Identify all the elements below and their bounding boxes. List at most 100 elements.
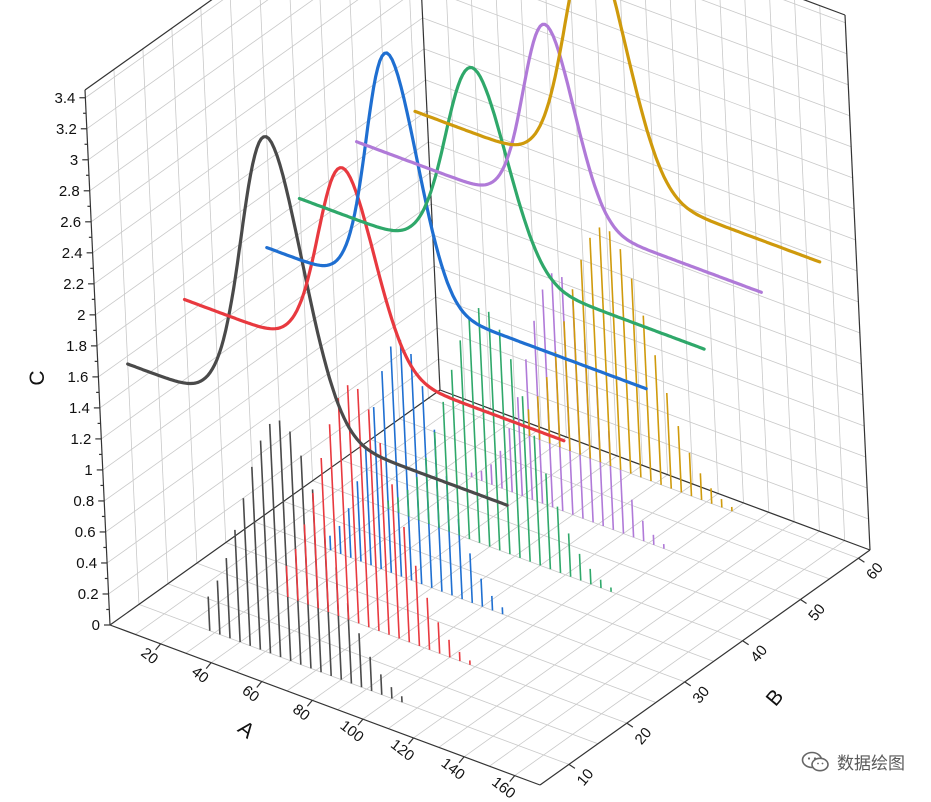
curve-series-2: [182, 166, 566, 443]
back-wall-grid-line: [431, 203, 862, 365]
a-axis-tick-label: 80: [289, 701, 313, 725]
back-wall-grid-line: [819, 5, 846, 541]
c-axis-tick-label: 0.4: [76, 555, 97, 572]
curve-series-4: [297, 65, 706, 351]
axis-frame-line: [539, 549, 871, 786]
stem-series-6: [571, 289, 581, 455]
a-axis-title: A: [233, 717, 258, 744]
c-axis-tick-label: 2.6: [60, 214, 81, 231]
stem-series-4: [477, 308, 491, 547]
floor-grid-line: [167, 583, 599, 745]
left-wall-grid-line: [103, 265, 435, 502]
stem-series-4: [589, 568, 592, 585]
stem-series-2: [367, 409, 380, 631]
floor-grid-line: [196, 562, 627, 724]
axis-frame-line: [84, 89, 111, 626]
stem-series-6: [688, 452, 693, 497]
a-axis-tick: [509, 775, 516, 782]
floor-grid-line: [438, 512, 770, 748]
stem-series-5: [499, 450, 503, 489]
floor-grid-line: [370, 439, 801, 600]
floor-grid-line: [312, 480, 743, 642]
stem-series-6: [527, 409, 531, 436]
b-axis-tick: [568, 763, 576, 769]
stem-series-6: [710, 488, 713, 504]
stem-series-1: [268, 423, 282, 658]
stem-series-4: [468, 318, 481, 543]
back-wall-grid-line: [434, 265, 865, 427]
curve-series-3: [265, 51, 648, 391]
a-axis-tick-label: 120: [387, 736, 417, 765]
left-wall-grid-line: [86, 0, 269, 130]
b-axis-tick: [858, 557, 865, 563]
a-axis-tick-label: 100: [337, 717, 367, 746]
left-wall-grid-line: [259, 0, 285, 502]
stem-series-2: [403, 526, 411, 643]
stem-series-4: [487, 311, 501, 551]
stem-series-4: [533, 435, 542, 566]
c-axis-tick-label: 2: [77, 307, 85, 324]
stem-series-2: [379, 443, 390, 635]
b-axis-tick-label: 10: [574, 766, 598, 790]
c-axis-tick-label: 2.2: [63, 276, 84, 293]
back-wall-grid-line: [719, 0, 744, 503]
stem-series-6: [589, 237, 602, 463]
c-axis-title: C: [26, 370, 49, 385]
back-wall-grid-line: [436, 327, 868, 489]
c-axis-tick-label: 0.6: [75, 524, 96, 541]
left-wall-grid-line: [99, 172, 431, 409]
stem-series-2: [437, 622, 441, 654]
stem-series-3: [364, 446, 372, 566]
stem-series-3: [389, 346, 403, 577]
b-axis-tick-label: 50: [805, 601, 829, 625]
stem-series-4: [397, 497, 400, 513]
a-axis-tick: [408, 737, 414, 745]
stem-series-2: [320, 457, 330, 613]
back-wall-grid-line: [520, 0, 542, 428]
stem-series-6: [654, 355, 662, 485]
back-wall-grid-line: [423, 48, 855, 210]
a-axis-tick-label: 60: [239, 682, 263, 706]
stem-series-4: [521, 396, 531, 562]
floor-grid-line: [138, 604, 570, 765]
left-wall-grid-line: [85, 0, 224, 99]
watermark-text: 数据绘图: [837, 754, 905, 774]
stem-series-1: [259, 440, 272, 654]
axis-frame-line: [84, 0, 213, 91]
stem-series-1: [207, 596, 211, 631]
stem-series-5: [516, 397, 524, 496]
stem-series-3: [329, 535, 332, 551]
b-axis-tick: [626, 722, 634, 728]
axis-frame-line: [421, 0, 441, 391]
back-wall-grid-line: [471, 0, 491, 409]
c-axis-tick-label: 1.4: [69, 400, 90, 417]
wechat-icon: [801, 751, 829, 771]
left-wall-grid-line: [142, 48, 169, 584]
left-wall-grid-line: [88, 0, 314, 161]
stem-series-5: [631, 499, 635, 538]
stem-series-2: [312, 492, 320, 609]
stem-series-1: [242, 498, 252, 646]
back-wall-grid-line: [694, 0, 719, 494]
floor-grid-line: [514, 540, 845, 776]
left-wall-grid-line: [98, 141, 429, 378]
floor-grid-line: [283, 500, 714, 662]
c-axis-tick-label: 0.8: [73, 493, 94, 510]
a-axis-tick-label: 40: [188, 663, 212, 687]
stem-series-4: [416, 476, 420, 521]
c-axis-tick-label: 3: [70, 152, 78, 169]
left-wall-grid-line: [101, 203, 432, 440]
stem-series-4: [425, 457, 430, 525]
left-wall-grid-line: [90, 0, 404, 223]
c-axis-tick-label: 0.2: [78, 586, 99, 603]
stem-series-6: [699, 473, 703, 500]
axis-frame-line: [802, 0, 846, 16]
stem-series-1: [369, 656, 373, 692]
left-wall-grid-line: [113, 69, 140, 605]
left-wall-grid-line: [93, 48, 425, 285]
stem-series-6: [580, 259, 592, 459]
left-wall-grid-line: [95, 79, 426, 316]
stem-series-3: [347, 508, 352, 558]
stem-series-1: [380, 674, 383, 695]
